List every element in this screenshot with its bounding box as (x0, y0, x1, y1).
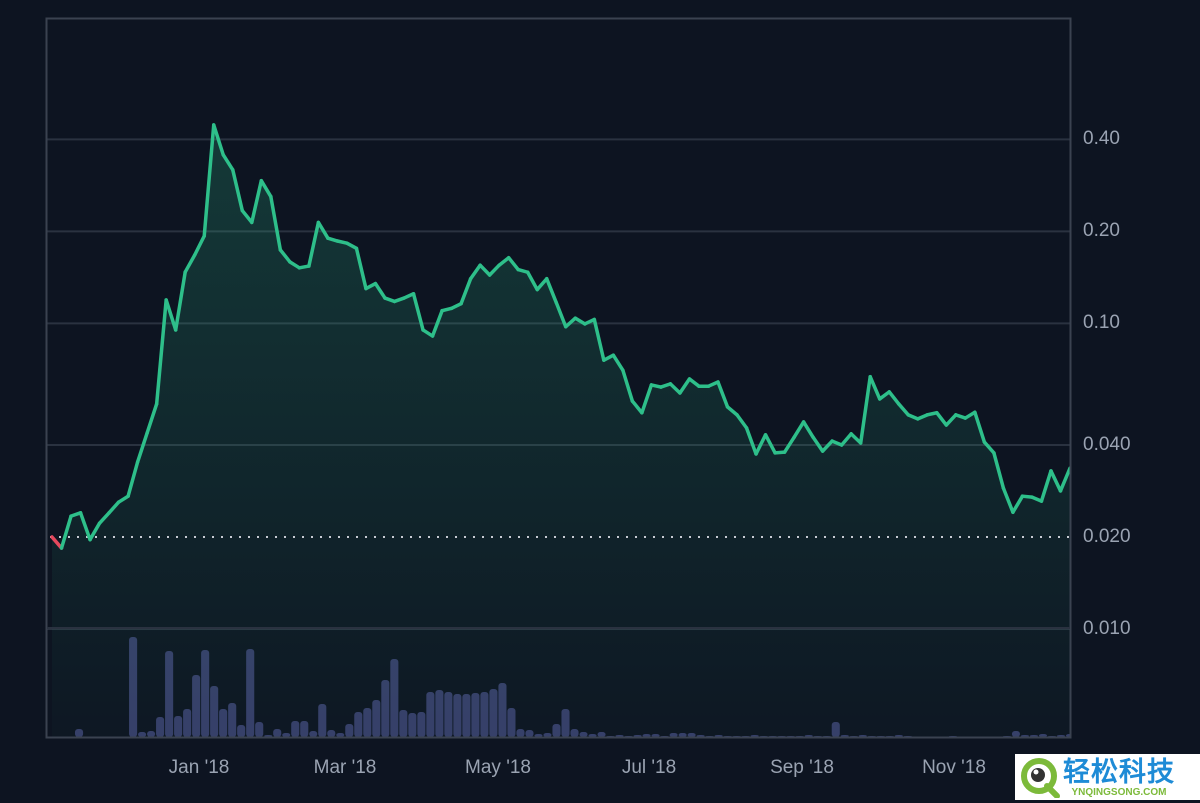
y-tick-label: 0.040 (1083, 434, 1131, 455)
x-tick-label: Nov '18 (922, 757, 986, 778)
y-tick-label: 0.10 (1083, 312, 1120, 334)
x-tick-label: Mar '18 (313, 757, 377, 778)
price-line (50, 123, 1070, 550)
y-tick-label: 0.020 (1083, 526, 1131, 547)
watermark-logo-icon (1019, 756, 1061, 799)
y-tick-label: 0.20 (1083, 220, 1120, 242)
x-tick-label: Jan '18 (168, 757, 230, 778)
watermark-cn: 轻松科技 (1063, 756, 1175, 787)
plot-frame (45, 17, 1072, 739)
x-tick-label: Jul '18 (621, 757, 677, 778)
y-tick-label: 0.40 (1083, 128, 1120, 150)
watermark-en: YNQINGSONG.COM (1071, 786, 1167, 798)
watermark: 轻松科技 YNQINGSONG.COM (1015, 754, 1200, 800)
x-tick-label: May '18 (465, 757, 531, 778)
price-area-fill (52, 124, 1070, 737)
y-tick-label: 0.010 (1083, 618, 1131, 639)
x-tick-label: Sep '18 (770, 757, 834, 778)
